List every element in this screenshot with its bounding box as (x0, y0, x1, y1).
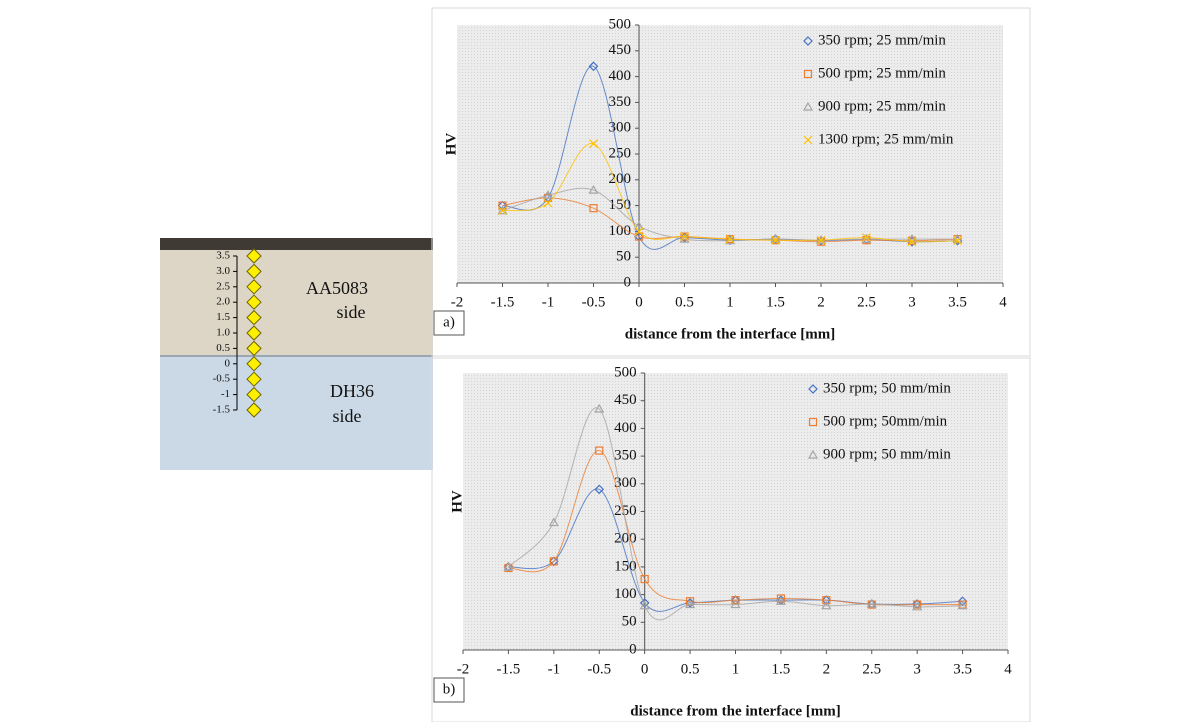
photo-label: DH36 (330, 381, 374, 401)
x-tick-label: -1 (548, 661, 561, 677)
x-tick-label: -1.5 (491, 294, 515, 310)
x-tick-label: 3.5 (948, 294, 967, 310)
legend-label: 1300 rpm; 25 mm/min (818, 131, 954, 147)
x-tick-label: 0.5 (681, 661, 700, 677)
y-tick-label: 100 (614, 586, 637, 602)
scale-label: 1.0 (216, 327, 230, 339)
scale-label: 1.5 (216, 311, 230, 323)
x-tick-label: 2.5 (862, 661, 881, 677)
x-tick-label: 3 (913, 661, 921, 677)
photo-label: AA5083 (306, 278, 368, 298)
steel-side (160, 356, 433, 470)
y-tick-label: 0 (629, 641, 637, 657)
x-tick-label: 0 (635, 294, 643, 310)
aluminium-side (160, 250, 433, 356)
x-tick-label: -1 (542, 294, 555, 310)
chart: 050100150200250300350400450500-2-1.5-1-0… (432, 8, 1030, 356)
x-tick-label: 0.5 (675, 294, 694, 310)
x-tick-label: 2 (817, 294, 825, 310)
x-tick-label: -1.5 (497, 661, 521, 677)
x-tick-label: 2.5 (857, 294, 876, 310)
panel-label: a) (443, 314, 455, 330)
y-tick-label: 50 (622, 614, 637, 630)
scale-label: 2.0 (216, 296, 230, 308)
scale-label: 0 (225, 357, 231, 369)
chart: 050100150200250300350400450500-2-1.5-1-0… (432, 358, 1030, 722)
photo-label: side (333, 406, 362, 426)
x-tick-label: 1 (732, 661, 740, 677)
y-tick-label: 0 (624, 274, 632, 290)
y-tick-label: 450 (614, 392, 637, 408)
x-tick-label: -0.5 (582, 294, 606, 310)
legend-label: 350 rpm; 50 mm/min (823, 380, 951, 396)
x-tick-label: -2 (457, 661, 470, 677)
y-axis-title: HV (449, 490, 465, 513)
x-tick-label: 0 (641, 661, 649, 677)
scale-label: -1 (221, 388, 230, 400)
y-tick-label: 450 (609, 42, 632, 58)
y-tick-label: 200 (614, 531, 637, 547)
panel-label: b) (443, 681, 456, 697)
y-tick-label: 500 (609, 16, 632, 32)
y-tick-label: 400 (614, 420, 637, 436)
legend-label: 500 rpm; 25 mm/min (818, 65, 946, 81)
scale-label: -0.5 (213, 373, 231, 385)
x-axis-title: distance from the interface [mm] (630, 703, 840, 719)
legend-label: 900 rpm; 50 mm/min (823, 446, 951, 462)
page: 3.53.02.52.01.51.00.50-0.5-1-1.5 AA5083 … (0, 0, 1190, 722)
x-axis-title: distance from the interface [mm] (625, 326, 835, 342)
x-tick-label: 4 (1004, 661, 1012, 677)
scale-label: 0.5 (216, 342, 230, 354)
y-tick-label: 350 (609, 94, 632, 110)
scale-label: 3.0 (216, 265, 230, 277)
x-tick-label: -2 (451, 294, 464, 310)
y-axis-title: HV (443, 133, 459, 156)
x-tick-label: 1 (726, 294, 734, 310)
x-tick-label: 2 (823, 661, 831, 677)
x-tick-label: 4 (999, 294, 1007, 310)
legend-label: 500 rpm; 50mm/min (823, 413, 948, 429)
scale-label: 3.5 (216, 250, 230, 262)
photo: 3.53.02.52.01.51.00.50-0.5-1-1.5 AA5083 … (160, 238, 433, 470)
scale-label: 2.5 (216, 280, 230, 292)
photo-label: side (337, 302, 366, 322)
figure: 3.53.02.52.01.51.00.50-0.5-1-1.5 AA5083 … (0, 0, 1190, 722)
y-tick-label: 400 (609, 68, 632, 84)
x-tick-label: 3 (908, 294, 916, 310)
x-tick-label: 1.5 (772, 661, 791, 677)
x-tick-label: 3.5 (953, 661, 972, 677)
legend-label: 900 rpm; 25 mm/min (818, 98, 946, 114)
legend-label: 350 rpm; 25 mm/min (818, 32, 946, 48)
y-tick-label: 50 (616, 249, 631, 265)
y-tick-label: 350 (614, 448, 637, 464)
scale-label: -1.5 (213, 404, 231, 416)
x-tick-label: -0.5 (587, 661, 611, 677)
y-tick-label: 250 (614, 503, 637, 519)
x-tick-label: 1.5 (766, 294, 785, 310)
y-tick-label: 500 (614, 364, 637, 380)
